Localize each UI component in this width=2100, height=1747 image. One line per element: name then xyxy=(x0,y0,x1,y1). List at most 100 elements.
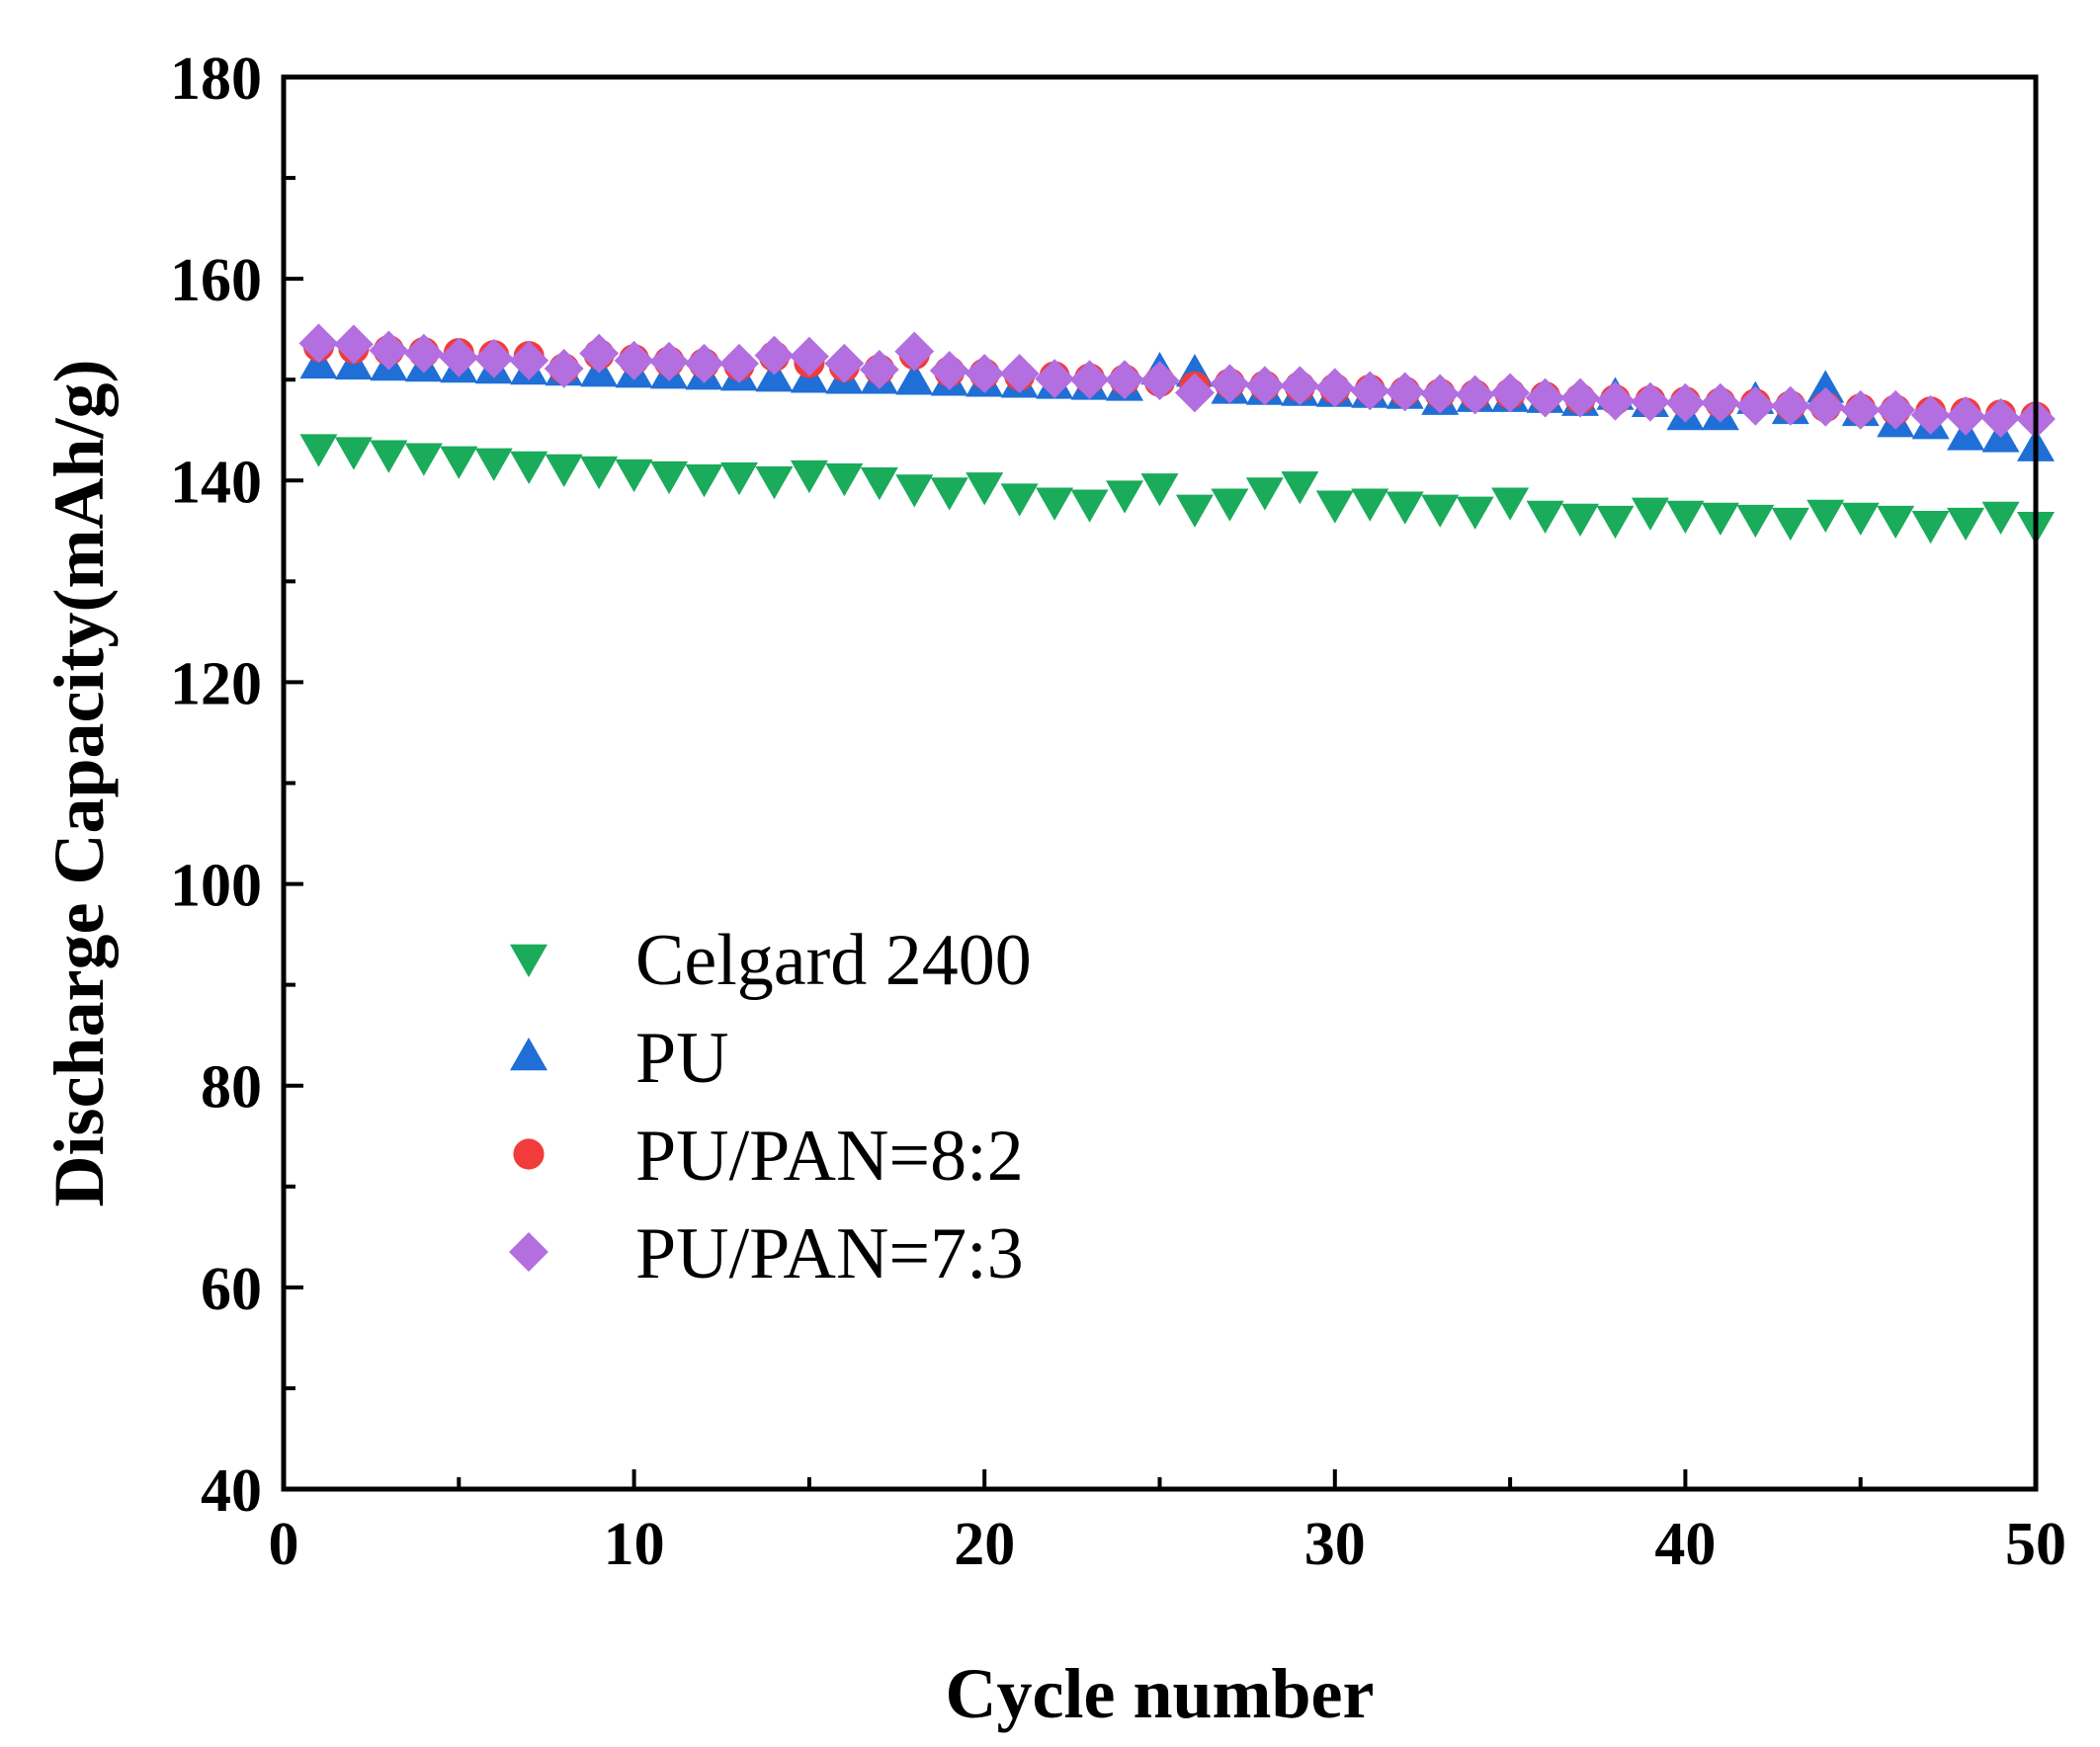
legend-marker xyxy=(510,944,547,977)
data-point xyxy=(1877,505,1915,540)
data-point xyxy=(580,456,619,490)
data-point xyxy=(1245,477,1284,511)
data-point xyxy=(1947,507,1985,541)
data-point xyxy=(545,454,583,488)
data-point xyxy=(1106,480,1144,514)
y-axis-title: Discharge Capacity(mAh/g) xyxy=(40,360,119,1207)
data-point xyxy=(403,333,444,374)
data-point xyxy=(1840,389,1881,430)
data-point xyxy=(1665,382,1706,423)
data-point xyxy=(1386,491,1424,525)
data-point xyxy=(755,359,794,392)
legend-marker xyxy=(510,1038,547,1071)
data-point xyxy=(1770,385,1810,426)
data-point xyxy=(1315,490,1354,524)
x-tick-label: 30 xyxy=(1304,1511,1366,1578)
data-point xyxy=(1455,374,1495,415)
data-point xyxy=(685,463,723,498)
x-tick-label: 40 xyxy=(1654,1511,1716,1578)
y-tick-label: 60 xyxy=(201,1256,262,1323)
data-point xyxy=(1456,496,1494,530)
data-point xyxy=(333,324,374,365)
data-point xyxy=(1771,507,1809,541)
data-point xyxy=(1140,473,1179,507)
data-point xyxy=(1946,396,1986,436)
y-tick-label: 180 xyxy=(170,45,262,113)
data-point xyxy=(1314,368,1355,408)
data-point xyxy=(474,448,513,481)
data-point xyxy=(1035,359,1075,399)
data-point xyxy=(860,467,898,501)
tick-labels: 0 10 20 30 40 50 40 60 80 100 120 140 160 180 xyxy=(170,45,2066,1578)
data-point xyxy=(1211,488,1249,522)
data-point xyxy=(1735,385,1776,426)
data-point xyxy=(1561,503,1600,538)
data-point xyxy=(299,434,338,467)
y-tick-label: 80 xyxy=(201,1054,262,1122)
x-tick-label: 20 xyxy=(954,1511,1015,1578)
x-tick-label: 0 xyxy=(269,1511,299,1578)
series-celgard-2400 xyxy=(299,434,2055,545)
y-tick-label: 120 xyxy=(170,650,262,717)
legend-label: PU/PAN=8:2 xyxy=(635,1116,1024,1197)
data-point xyxy=(965,354,1005,394)
y-tick-label: 160 xyxy=(170,247,262,314)
data-point xyxy=(789,336,829,376)
data-point xyxy=(1490,373,1531,413)
data-point xyxy=(1666,500,1705,534)
legend-item: PU/PAN=8:2 xyxy=(513,1116,1024,1197)
data-point xyxy=(1631,497,1669,531)
y-tick-label: 40 xyxy=(201,1457,262,1525)
data-point xyxy=(1701,502,1739,537)
data-point xyxy=(1700,382,1740,423)
data-point xyxy=(1806,370,1845,403)
data-point xyxy=(1069,360,1110,400)
data-point xyxy=(1000,483,1039,517)
x-axis-title: Cycle number xyxy=(946,1654,1375,1733)
data-point xyxy=(1105,360,1144,400)
data-point xyxy=(825,462,864,497)
legend-item: PU/PAN=7:3 xyxy=(509,1213,1024,1294)
data-point xyxy=(1175,494,1214,528)
data-point xyxy=(650,460,689,495)
data-point xyxy=(544,349,584,388)
y-tick-label: 140 xyxy=(170,449,262,516)
data-point xyxy=(719,343,759,383)
data-point xyxy=(790,459,828,494)
data-point xyxy=(1281,471,1319,505)
data-point xyxy=(649,341,690,381)
axis-ticks xyxy=(282,75,2038,1491)
data-point xyxy=(1244,366,1285,406)
data-point xyxy=(1350,371,1390,411)
legend-label: PU xyxy=(635,1018,729,1099)
data-point xyxy=(404,443,443,476)
legend-item: Celgard 2400 xyxy=(510,920,1032,1001)
data-point xyxy=(1280,366,1320,406)
data-point xyxy=(966,472,1004,506)
data-point xyxy=(895,362,934,395)
data-point xyxy=(719,461,758,496)
data-point xyxy=(440,446,478,479)
data-point xyxy=(473,338,514,378)
x-tick-label: 10 xyxy=(604,1511,665,1578)
data-point xyxy=(1806,499,1845,533)
data-point xyxy=(1736,504,1775,539)
data-point xyxy=(754,335,795,375)
data-point xyxy=(684,343,724,383)
data-point xyxy=(298,323,339,364)
data-point xyxy=(755,466,794,500)
data-point xyxy=(1981,501,2020,536)
legend: Celgard 2400 PU PU/PAN=8:2 PU/PAN=7:3 xyxy=(509,920,1032,1294)
data-point xyxy=(1596,505,1635,540)
data-point xyxy=(999,354,1040,394)
legend-marker xyxy=(513,1138,545,1170)
data-point xyxy=(1351,488,1389,522)
data-point xyxy=(1491,487,1530,521)
data-point xyxy=(1876,389,1916,430)
data-point xyxy=(1139,361,1180,401)
data-point xyxy=(894,331,935,372)
data-point xyxy=(1560,377,1600,418)
data-point xyxy=(510,451,548,484)
data-point xyxy=(1806,386,1846,427)
data-point xyxy=(615,458,653,493)
